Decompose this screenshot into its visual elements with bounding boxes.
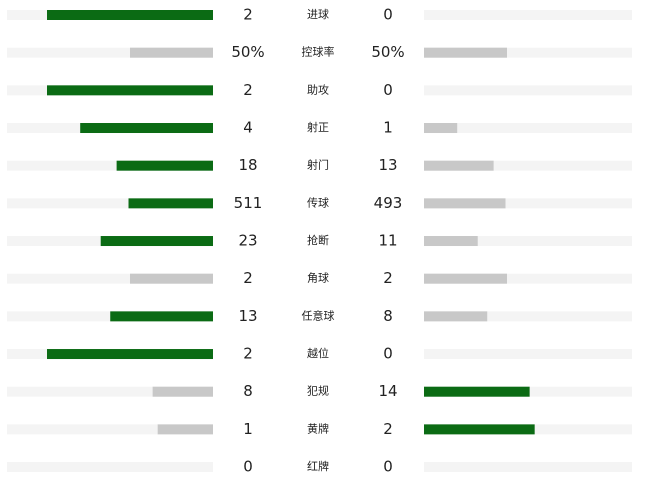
track <box>424 47 632 58</box>
track <box>424 311 632 322</box>
home-value: 511 <box>234 194 263 212</box>
home-value: 2 <box>243 269 253 287</box>
away-value: 14 <box>378 382 397 400</box>
away-bar <box>424 47 507 58</box>
home-value: 13 <box>238 307 257 325</box>
home-value: 8 <box>243 382 253 400</box>
away-bar <box>424 198 506 209</box>
away-bar <box>424 311 488 322</box>
home-value: 2 <box>243 345 253 363</box>
away-value: 50% <box>371 43 404 61</box>
stat-label: 射门 <box>307 158 329 172</box>
home-bar <box>130 47 213 58</box>
track <box>424 236 632 247</box>
track <box>424 123 632 134</box>
stat-label: 射正 <box>307 120 329 134</box>
stat-label: 越位 <box>307 346 329 360</box>
track <box>424 273 632 284</box>
away-value: 493 <box>374 194 403 212</box>
home-value: 1 <box>243 420 253 438</box>
home-bar <box>157 424 213 435</box>
away-bar <box>424 273 507 284</box>
stat-label: 黄牌 <box>307 421 329 435</box>
away-value: 11 <box>378 232 397 250</box>
track <box>7 424 213 435</box>
home-value: 50% <box>231 43 264 61</box>
home-value: 0 <box>243 458 253 476</box>
away-value: 2 <box>383 420 393 438</box>
track <box>424 160 632 171</box>
stat-label: 角球 <box>307 271 329 285</box>
away-bar <box>424 386 530 397</box>
track <box>424 10 632 20</box>
away-bar <box>424 236 478 247</box>
away-value: 0 <box>383 458 393 476</box>
away-value: 8 <box>383 307 393 325</box>
track <box>424 462 632 473</box>
home-value: 18 <box>238 156 257 174</box>
track <box>7 47 213 58</box>
home-bar <box>100 236 213 247</box>
stat-label: 传球 <box>307 195 329 209</box>
track <box>424 85 632 96</box>
home-bar <box>128 198 213 209</box>
home-value: 23 <box>238 232 257 250</box>
track <box>7 160 213 171</box>
stat-label: 控球率 <box>302 45 335 59</box>
away-bar <box>424 123 458 134</box>
away-bar <box>424 160 494 171</box>
stat-label: 任意球 <box>302 308 335 322</box>
stat-label: 犯规 <box>307 384 329 398</box>
home-value: 2 <box>243 6 253 24</box>
home-bar <box>80 123 213 134</box>
home-bar <box>130 273 213 284</box>
track <box>7 198 213 209</box>
away-bar <box>424 424 535 435</box>
track <box>424 349 632 360</box>
away-value: 2 <box>383 269 393 287</box>
away-value: 13 <box>378 156 397 174</box>
track <box>7 462 213 473</box>
home-value: 4 <box>243 119 253 137</box>
away-value: 0 <box>383 345 393 363</box>
stat-label: 抢断 <box>307 233 329 247</box>
away-value: 1 <box>383 119 393 137</box>
home-bar <box>152 386 213 397</box>
home-bar <box>110 311 213 322</box>
home-bar <box>47 10 213 20</box>
track <box>7 273 213 284</box>
home-value: 2 <box>243 81 253 99</box>
track <box>7 386 213 397</box>
stat-label: 助攻 <box>307 82 329 96</box>
home-bar <box>116 160 213 171</box>
stat-label: 进球 <box>307 7 329 21</box>
away-value: 0 <box>383 6 393 24</box>
track <box>424 198 632 209</box>
stat-label: 红牌 <box>307 459 329 473</box>
home-bar <box>47 85 213 96</box>
home-bar <box>47 349 213 360</box>
track <box>7 311 213 322</box>
away-value: 0 <box>383 81 393 99</box>
